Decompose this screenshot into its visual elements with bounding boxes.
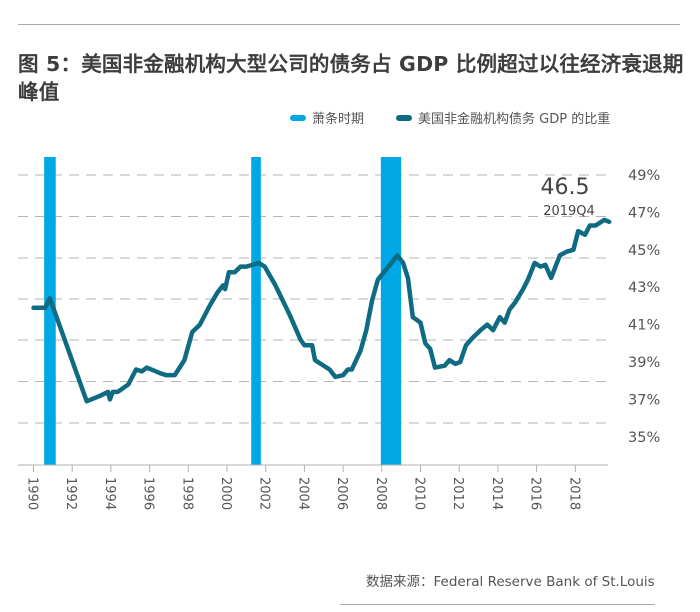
y-tick-label: 35% xyxy=(628,430,660,446)
x-tick-label: 1990 xyxy=(25,477,40,510)
legend-label-debt-ratio: 美国非金融机构债务 GDP 的比重 xyxy=(418,112,611,127)
y-axis-labels: 49% 47% 45% 43% 41% 39% 37% 35% xyxy=(628,168,660,446)
recession-bar xyxy=(251,157,261,465)
x-tick-label: 2010 xyxy=(412,477,427,510)
x-tick-label: 2002 xyxy=(257,477,272,510)
recession-bar xyxy=(44,157,56,465)
annotation-value: 46.5 xyxy=(541,175,590,200)
y-tick-label: 41% xyxy=(628,318,660,334)
legend: 萧条时期 美国非金融机构债务 GDP 的比重 xyxy=(290,108,642,127)
legend-label-recession: 萧条时期 xyxy=(312,112,365,127)
x-axis: 1990 1992 1994 1996 1998 2000 2002 2004 2006 2008… xyxy=(18,464,608,510)
legend-item-recession: 萧条时期 xyxy=(290,108,364,127)
source-note: 数据来源：Federal Reserve Bank of St.Louis xyxy=(366,574,655,590)
chart-title: 图 5：美国非金融机构大型公司的债务占 GDP 比例超过以往经济衰退期峰值 xyxy=(18,52,684,104)
bottom-divider xyxy=(340,604,655,605)
debt-ratio-line xyxy=(31,217,612,404)
y-tick-label: 49% xyxy=(628,168,660,184)
x-tick-label: 2008 xyxy=(373,477,388,510)
y-tick-label: 39% xyxy=(628,355,660,371)
annotation-layer: 46.5 2019Q4 xyxy=(541,175,595,219)
x-tick-label: 1996 xyxy=(141,477,156,510)
y-tick-label: 37% xyxy=(628,392,660,408)
recession-swatch-icon xyxy=(290,114,306,121)
recession-bar xyxy=(380,157,402,465)
top-divider xyxy=(18,24,680,25)
x-tick-label: 1998 xyxy=(179,477,194,510)
series-layer xyxy=(31,217,612,404)
y-tick-label: 47% xyxy=(628,205,660,221)
x-tick-label: 2000 xyxy=(218,477,233,510)
y-tick-label: 43% xyxy=(628,280,660,296)
x-tick-label: 2016 xyxy=(528,477,543,510)
x-tick-label: 2004 xyxy=(295,477,310,510)
x-tick-label: 1992 xyxy=(63,477,78,510)
x-tick-label: 1994 xyxy=(102,477,117,510)
legend-item-debt-ratio: 美国非金融机构债务 GDP 的比重 xyxy=(396,108,610,127)
recession-bars xyxy=(44,157,402,465)
x-tick-label: 2012 xyxy=(450,477,465,510)
x-tick-label: 2006 xyxy=(334,477,349,510)
gridlines xyxy=(18,174,608,424)
x-tick-label: 2018 xyxy=(566,477,581,510)
y-tick-label: 45% xyxy=(628,243,660,259)
annotation-date: 2019Q4 xyxy=(543,204,595,219)
debt-ratio-swatch-icon xyxy=(396,114,413,121)
x-tick-label: 2014 xyxy=(489,477,504,510)
